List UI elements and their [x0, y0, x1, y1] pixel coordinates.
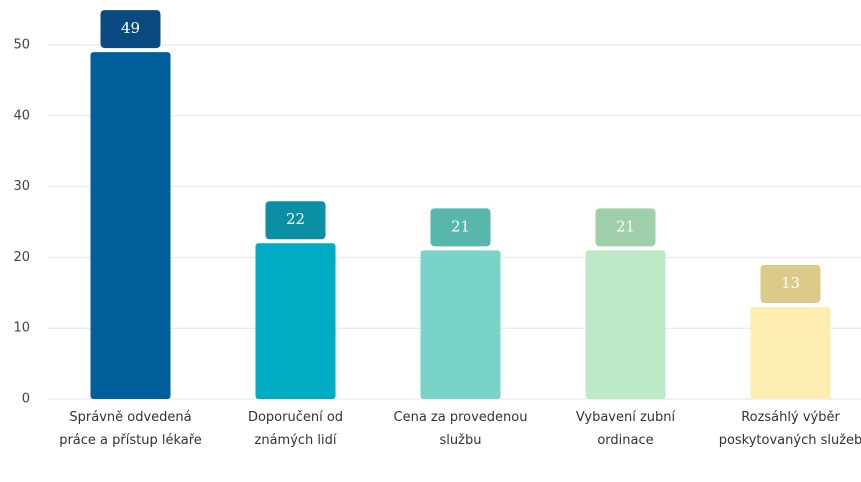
x-tick-label: Rozsáhlý výběr poskytovaných služeb — [718, 410, 861, 448]
value-label: 49 — [121, 19, 140, 37]
value-label: 13 — [781, 274, 800, 292]
y-tick-label: 50 — [13, 38, 30, 53]
x-tick-label: Vybavení zubní ordinace — [575, 410, 676, 448]
value-label-box — [595, 208, 656, 247]
x-tick-label: Správně odvedená práce a přístup lékaře — [59, 410, 202, 448]
y-tick-label: 30 — [13, 179, 30, 194]
y-tick-label: 40 — [13, 108, 30, 123]
y-tick-label: 20 — [13, 250, 30, 265]
x-tick-label: Cena za provedenou službu — [393, 410, 528, 448]
value-label-box — [430, 208, 491, 247]
bar — [420, 250, 501, 399]
value-label: 22 — [286, 210, 305, 228]
y-tick-label: 10 — [13, 321, 30, 336]
bar — [750, 306, 831, 399]
x-tick-label: Doporučení od známých lidí — [247, 410, 344, 448]
value-label-box — [100, 10, 161, 49]
bar — [585, 250, 666, 399]
y-tick-label: 0 — [22, 392, 30, 407]
value-label-box — [265, 201, 326, 240]
bar — [90, 52, 171, 400]
value-label: 21 — [616, 217, 635, 235]
bar — [255, 243, 336, 399]
value-label: 21 — [451, 217, 470, 235]
value-label-box — [760, 264, 821, 303]
